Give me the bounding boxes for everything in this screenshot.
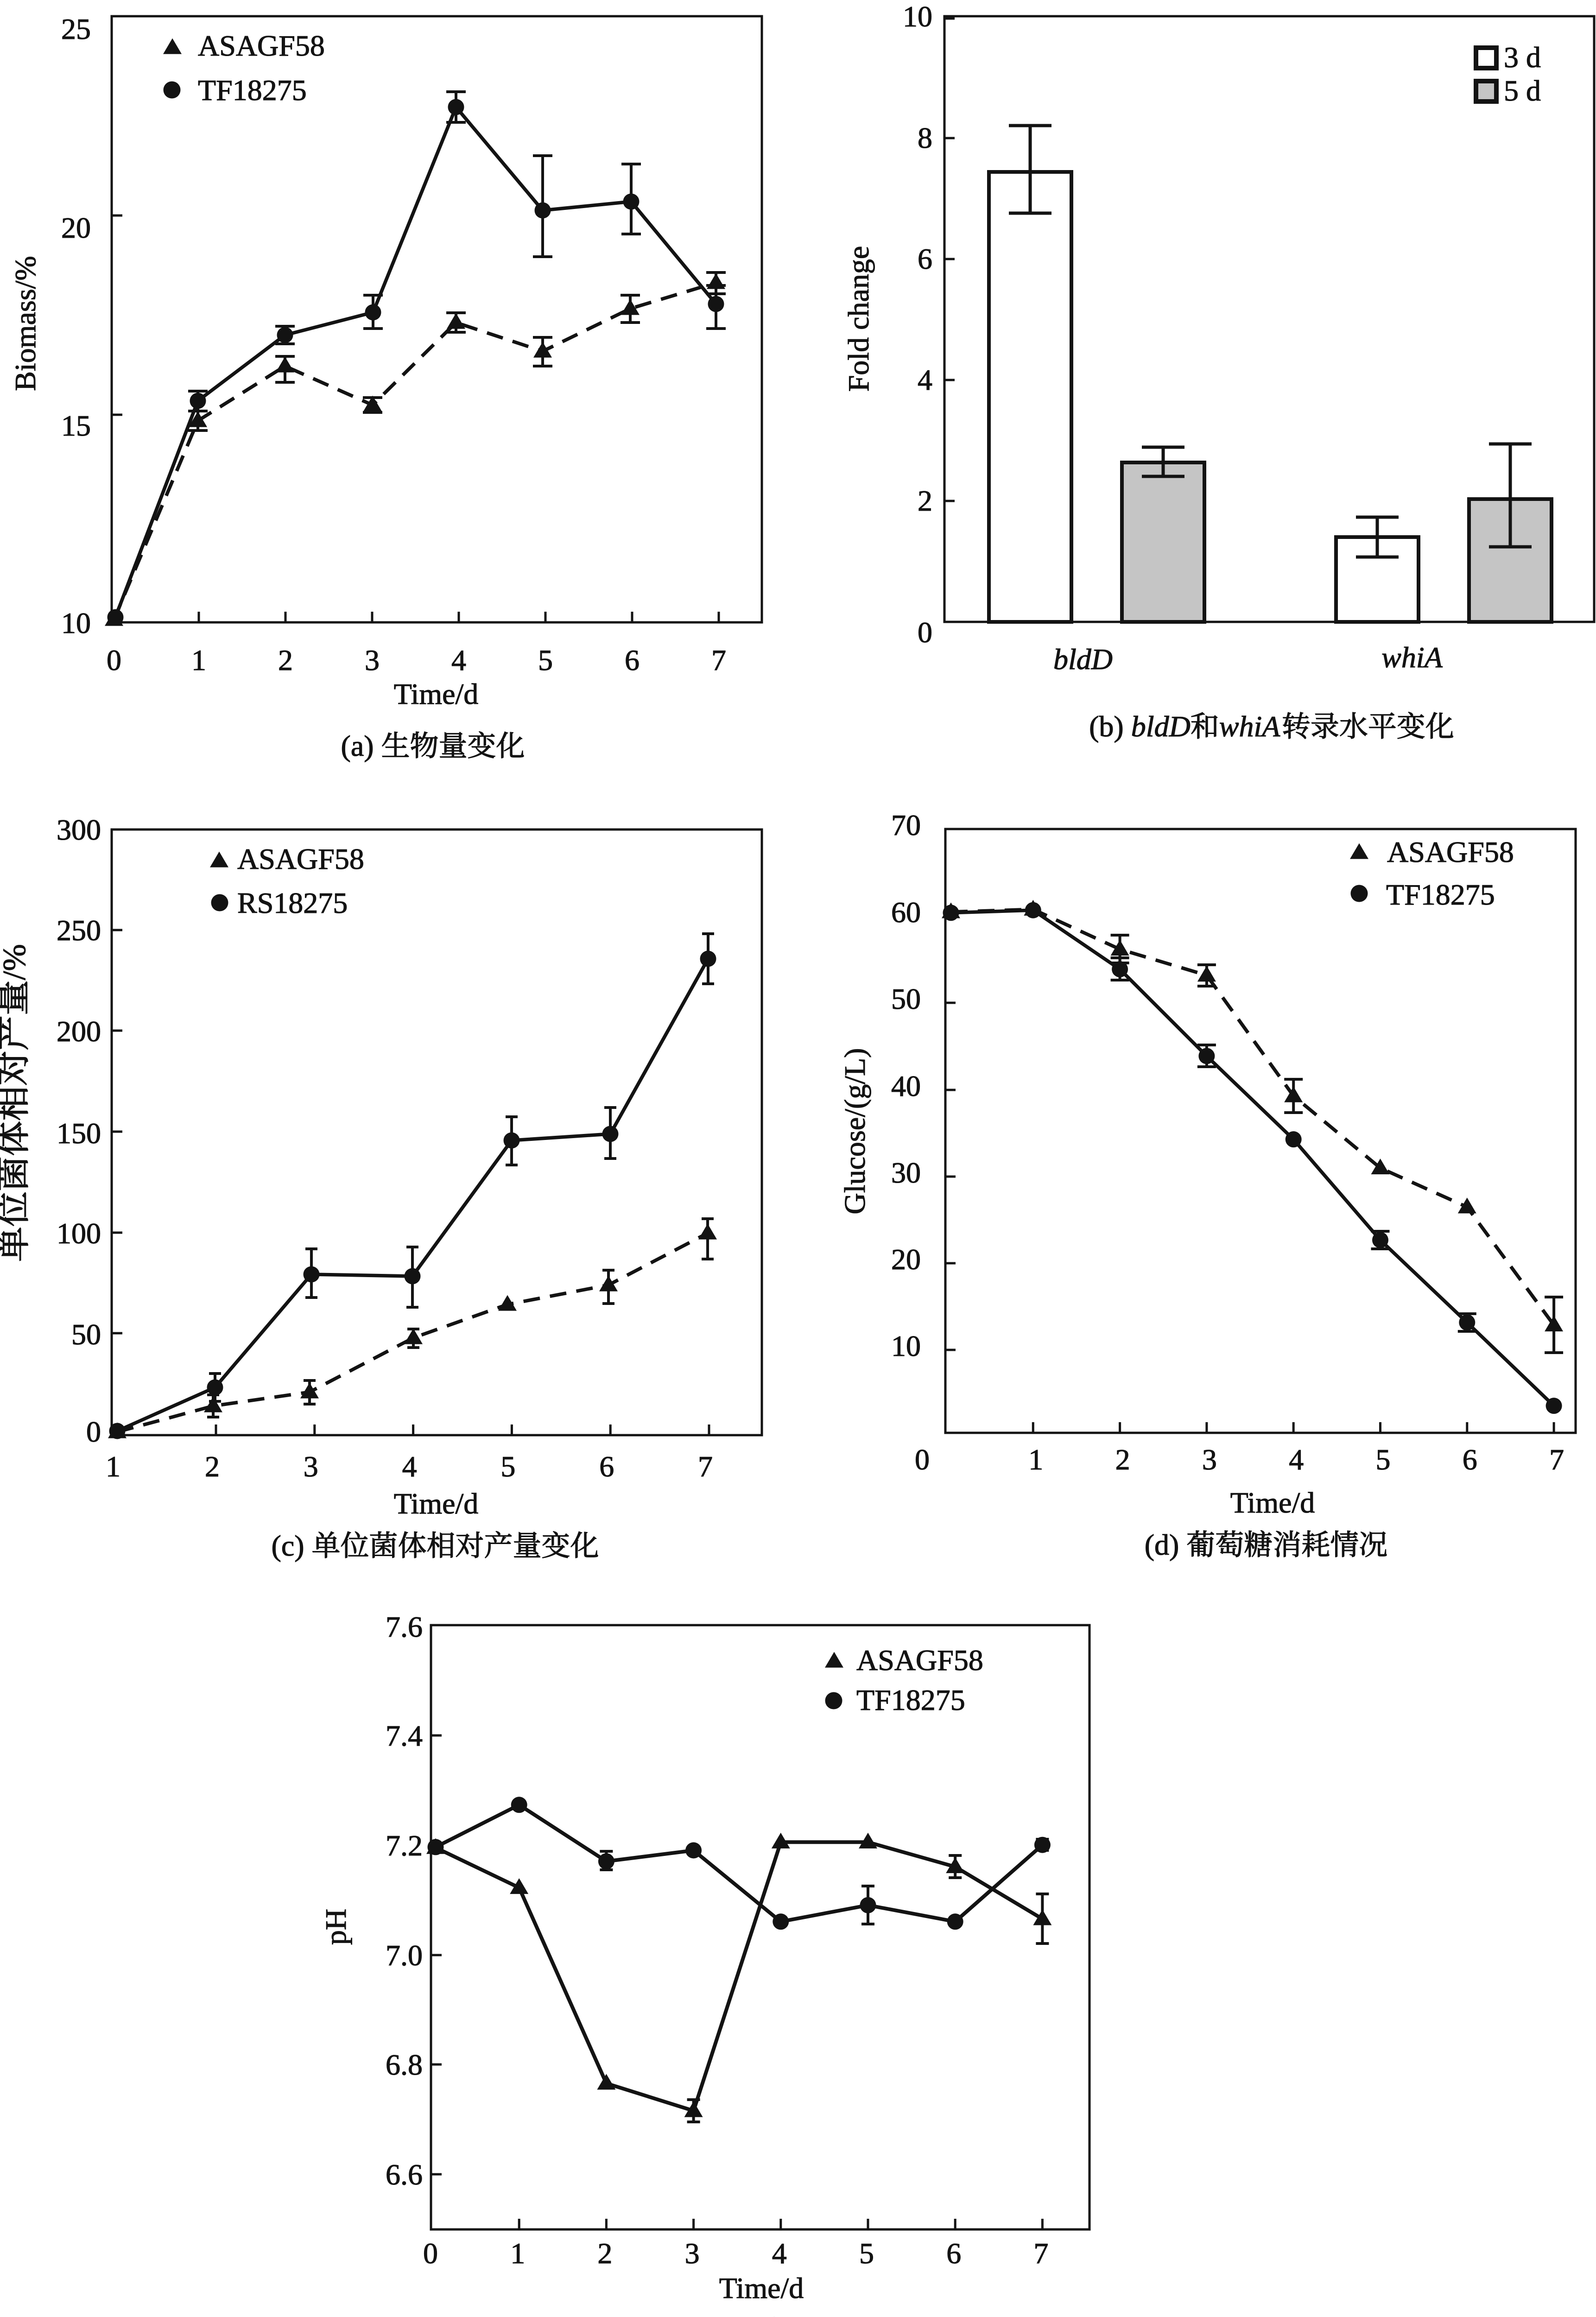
svg-text:7: 7 [1549,1443,1564,1476]
svg-text:bldD: bldD [1131,710,1191,743]
svg-text:(c): (c) [272,1529,304,1562]
svg-text:6: 6 [946,2237,961,2270]
svg-text:4: 4 [1289,1443,1304,1476]
svg-text:10: 10 [891,1329,921,1362]
svg-text:7: 7 [698,1450,713,1483]
svg-text:3: 3 [304,1450,318,1483]
svg-text:4: 4 [451,644,466,677]
svg-text:150: 150 [57,1117,101,1150]
svg-text:0: 0 [86,1415,101,1448]
svg-text:200: 200 [57,1015,101,1048]
svg-text:0: 0 [423,2237,438,2270]
svg-text:3: 3 [685,2237,700,2270]
svg-text:50: 50 [71,1318,101,1351]
svg-text:60: 60 [891,896,921,929]
svg-text:pH: pH [319,1909,352,1945]
svg-text:7: 7 [1033,2237,1048,2270]
svg-text:Time/d: Time/d [394,1487,479,1520]
svg-text:ASAGF58: ASAGF58 [198,29,325,62]
svg-text:6.8: 6.8 [386,2048,423,2081]
svg-text:5: 5 [1376,1443,1391,1476]
svg-text:3 d: 3 d [1504,41,1541,74]
svg-text:(b): (b) [1089,710,1124,743]
svg-text:1: 1 [1028,1443,1043,1476]
svg-text:5: 5 [538,644,553,677]
svg-text:2: 2 [597,2237,612,2270]
svg-text:2: 2 [205,1450,220,1483]
svg-text:2: 2 [1115,1443,1130,1476]
svg-text:Time/d: Time/d [394,677,479,710]
svg-text:4: 4 [772,2237,787,2270]
svg-text:TF18275: TF18275 [198,74,307,107]
svg-text:70: 70 [891,809,921,842]
svg-text:whiA: whiA [1381,641,1443,674]
svg-text:bldD: bldD [1053,643,1113,676]
svg-text:30: 30 [891,1156,921,1189]
svg-text:Time/d: Time/d [719,2272,804,2304]
svg-text:1: 1 [106,1450,120,1483]
svg-text:6: 6 [1463,1443,1477,1476]
svg-text:7.2: 7.2 [386,1829,423,1862]
svg-text:1: 1 [191,644,206,677]
svg-text:5: 5 [859,2237,874,2270]
svg-text:0: 0 [107,644,121,677]
svg-text:Glucose/(g/L): Glucose/(g/L) [838,1048,871,1215]
svg-text:TF18275: TF18275 [1386,878,1495,911]
svg-text:ASAGF58: ASAGF58 [856,1644,983,1677]
svg-text:5 d: 5 d [1504,74,1541,107]
svg-text:Time/d: Time/d [1230,1486,1315,1519]
svg-text:ASAGF58: ASAGF58 [237,842,364,875]
svg-text:whiA: whiA [1219,710,1280,743]
svg-text:7.0: 7.0 [386,1939,423,1972]
svg-text:0: 0 [918,616,932,649]
svg-text:6: 6 [918,242,932,275]
svg-text:6: 6 [625,644,640,677]
svg-text:7.4: 7.4 [386,1719,423,1752]
svg-text:20: 20 [891,1243,921,1276]
svg-text:RS18275: RS18275 [237,886,348,919]
svg-text:6.6: 6.6 [386,2158,423,2191]
svg-text:2: 2 [278,644,293,677]
svg-text:0: 0 [915,1443,930,1476]
svg-text:300: 300 [57,813,101,846]
svg-text:7: 7 [711,644,726,677]
svg-text:250: 250 [57,914,101,947]
svg-text:1: 1 [510,2237,525,2270]
svg-text:(e) pH: (e) pH [685,2315,762,2317]
svg-text:5: 5 [500,1450,515,1483]
svg-text:10: 10 [61,607,91,639]
svg-text:TF18275: TF18275 [856,1684,965,1716]
svg-text:4: 4 [918,363,932,396]
svg-text:/%: /% [0,944,32,980]
svg-text:Fold change: Fold change [842,246,875,392]
svg-text:40: 40 [891,1070,921,1102]
svg-text:3: 3 [365,644,380,677]
svg-text:(a): (a) [341,729,374,762]
svg-text:Biomass/%: Biomass/% [9,256,42,391]
svg-text:7.6: 7.6 [386,1610,423,1643]
svg-text:100: 100 [57,1217,101,1250]
svg-text:3: 3 [1202,1443,1217,1476]
svg-text:10: 10 [903,0,932,33]
svg-text:ASAGF58: ASAGF58 [1387,836,1514,868]
svg-text:6: 6 [599,1450,614,1483]
svg-text:20: 20 [61,211,91,244]
svg-text:50: 50 [891,982,921,1015]
svg-text:4: 4 [402,1450,417,1483]
svg-text:2: 2 [918,484,932,517]
svg-text:15: 15 [61,409,91,442]
svg-text:8: 8 [918,121,932,154]
svg-text:25: 25 [61,13,91,45]
svg-text:(d): (d) [1145,1528,1179,1561]
